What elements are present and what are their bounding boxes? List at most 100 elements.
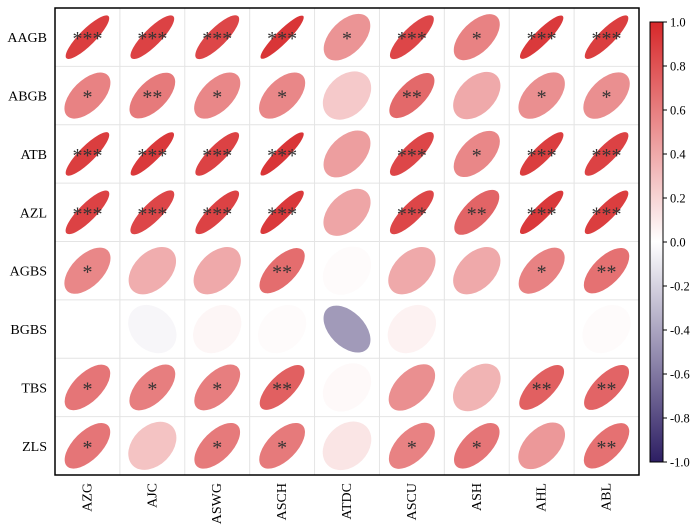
significance-label: ***	[592, 203, 622, 225]
correlation-ellipse	[130, 132, 175, 176]
correlation-ellipse	[64, 364, 111, 411]
correlation-ellipse	[260, 132, 304, 176]
correlation-ellipse	[128, 304, 177, 354]
significance-label: *	[212, 378, 222, 400]
cell-TBS-ATDC	[322, 363, 372, 412]
correlation-ellipse	[322, 71, 372, 120]
cell-AAGB-ASWG: ***	[195, 15, 240, 60]
column-label: ASH	[470, 483, 485, 511]
correlation-ellipse	[259, 72, 306, 119]
correlation-ellipse	[64, 247, 111, 294]
colorbar-tick-label: 0.0	[670, 236, 686, 250]
cell-AGBS-ASWG	[193, 247, 241, 295]
significance-label: **	[532, 378, 552, 400]
correlation-ellipse	[129, 364, 176, 411]
significance-label: *	[147, 378, 157, 400]
cell-ZLS-ASCH: *	[259, 422, 305, 469]
cell-AZL-ATDC	[323, 188, 371, 236]
row-label: BGBS	[10, 323, 47, 338]
significance-label: *	[277, 437, 287, 459]
cell-ZLS-ASCU: *	[388, 422, 435, 469]
significance-label: ***	[72, 203, 102, 225]
row-label: ATB	[21, 148, 47, 163]
correlation-ellipse	[323, 188, 371, 236]
cell-ABGB-ASWG: *	[194, 72, 241, 119]
cell-BGBS-ASCH	[257, 304, 307, 354]
correlation-ellipse	[194, 72, 241, 119]
cell-ABGB-AJC: **	[129, 72, 176, 119]
row-label: TBS	[21, 381, 47, 396]
correlation-ellipse	[389, 190, 434, 235]
cell-ABGB-ATDC	[322, 71, 372, 120]
colorbar-tick-label: -0.8	[670, 412, 690, 426]
column-label: ASWG	[210, 483, 225, 524]
significance-label: ***	[202, 203, 232, 225]
correlation-ellipse	[388, 247, 436, 295]
cell-TBS-ASWG: *	[194, 364, 241, 411]
significance-label: *	[342, 28, 352, 50]
significance-label: *	[472, 437, 482, 459]
correlation-ellipse	[584, 132, 629, 176]
colorbar-tick-label: 0.4	[670, 148, 686, 162]
significance-label: **	[467, 203, 487, 225]
cell-TBS-ASCH: **	[259, 365, 305, 410]
cell-layer: *** *** *** *** * *** * *** **** ** * * ** * **** *** **…	[63, 13, 631, 471]
significance-label: *	[407, 437, 417, 459]
cell-ZLS-AZG: *	[64, 423, 111, 469]
cell-ATB-ASH: *	[453, 130, 500, 178]
significance-label: ***	[72, 145, 102, 167]
column-label: ATDC	[340, 483, 355, 520]
plot-frame	[54, 7, 640, 476]
significance-label: ***	[397, 145, 427, 167]
correlation-ellipse	[388, 422, 435, 469]
significance-label: *	[472, 28, 482, 50]
correlation-ellipse	[130, 15, 175, 60]
significance-label: ***	[592, 145, 622, 167]
cell-AAGB-AJC: ***	[130, 15, 175, 60]
correlation-ellipse	[518, 72, 565, 119]
correlation-ellipse	[193, 247, 241, 295]
correlation-ellipse	[323, 305, 371, 353]
significance-label: **	[272, 378, 292, 400]
correlation-ellipse	[194, 422, 241, 469]
colorbar-tick-label: -0.6	[670, 368, 690, 382]
correlation-ellipse	[323, 13, 371, 61]
correlation-ellipse	[518, 422, 566, 470]
significance-label: ***	[267, 203, 297, 225]
cell-BGBS-ASWG	[193, 304, 242, 354]
correlation-ellipse	[129, 72, 176, 119]
cell-AGBS-ASCU	[388, 247, 436, 295]
cell-ABGB-AHL: *	[518, 72, 565, 119]
cell-AZL-ABL: ***	[584, 190, 629, 235]
correlation-ellipse	[194, 364, 241, 411]
cell-AAGB-ASCU: ***	[389, 15, 434, 60]
cell-BGBS-ASCU	[387, 304, 437, 354]
significance-label: ***	[72, 28, 102, 50]
correlation-ellipse	[193, 304, 242, 354]
significance-label: ***	[592, 28, 622, 50]
cell-AAGB-ABL: ***	[584, 15, 629, 59]
correlation-ellipse	[259, 365, 305, 410]
correlation-ellipse	[63, 304, 112, 354]
significance-label: *	[82, 437, 92, 459]
correlation-ellipse	[323, 130, 371, 178]
cell-ZLS-ASWG: *	[194, 422, 241, 469]
correlation-ellipse	[65, 190, 110, 235]
cell-AGBS-ABL: **	[583, 247, 630, 294]
colorbar-ticks: 1.0 0.8 0.6 0.4 0.2 0.0 -0.2 -0.4 -0.6 -0.8 -1.0	[663, 16, 691, 470]
correlation-ellipse	[519, 365, 565, 410]
correlation-ellipse	[453, 423, 500, 469]
row-label: ABGB	[8, 90, 47, 105]
correlation-ellipse	[389, 15, 434, 60]
column-label: ASCU	[405, 483, 420, 520]
cell-AGBS-ATDC	[322, 246, 372, 295]
correlation-ellipse	[519, 15, 564, 59]
correlation-ellipse	[388, 364, 436, 411]
cell-AGBS-AZG: *	[64, 247, 111, 294]
cell-ABGB-ABL: *	[583, 72, 630, 119]
cell-ZLS-AJC	[128, 421, 177, 470]
cell-BGBS-AZG	[63, 304, 112, 354]
correlation-ellipse	[582, 304, 631, 354]
cell-AGBS-AJC	[128, 246, 177, 295]
correlation-ellipse	[452, 304, 501, 354]
